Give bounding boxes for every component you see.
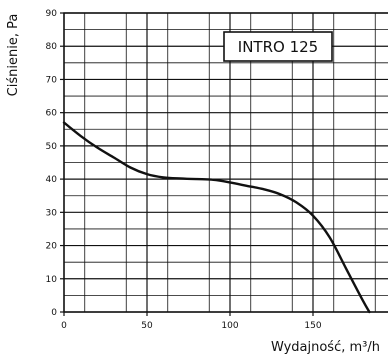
y-tick-label: 90 [46,9,58,19]
chart-legend: INTRO 125 [223,31,333,62]
x-axis-title: Wydajność, m³/h [271,340,380,355]
chart-series [62,121,371,314]
series-line-1 [62,121,371,314]
x-axis-ticks: 050100150200 [61,312,388,331]
x-tick-label: 150 [304,321,321,331]
y-tick-label: 60 [46,109,58,119]
x-tick-label: 0 [61,321,67,331]
y-tick-label: 30 [46,208,58,218]
y-tick-label: 40 [46,175,58,185]
y-tick-label: 0 [51,308,57,318]
y-tick-label: 80 [46,42,58,52]
legend-entry-intro-125: INTRO 125 [238,38,318,56]
x-tick-label: 50 [141,321,153,331]
legend-box [223,31,333,62]
x-tick-label: 100 [221,321,238,331]
y-tick-label: 70 [46,75,58,85]
y-tick-label: 10 [46,275,58,285]
y-tick-label: 20 [46,242,58,252]
y-axis-ticks: 0 10 20 30 40 50 60 70 80 90 [46,9,64,318]
y-axis-title: Ciśnienie, Pa [6,14,21,97]
y-tick-label: 50 [46,142,58,152]
